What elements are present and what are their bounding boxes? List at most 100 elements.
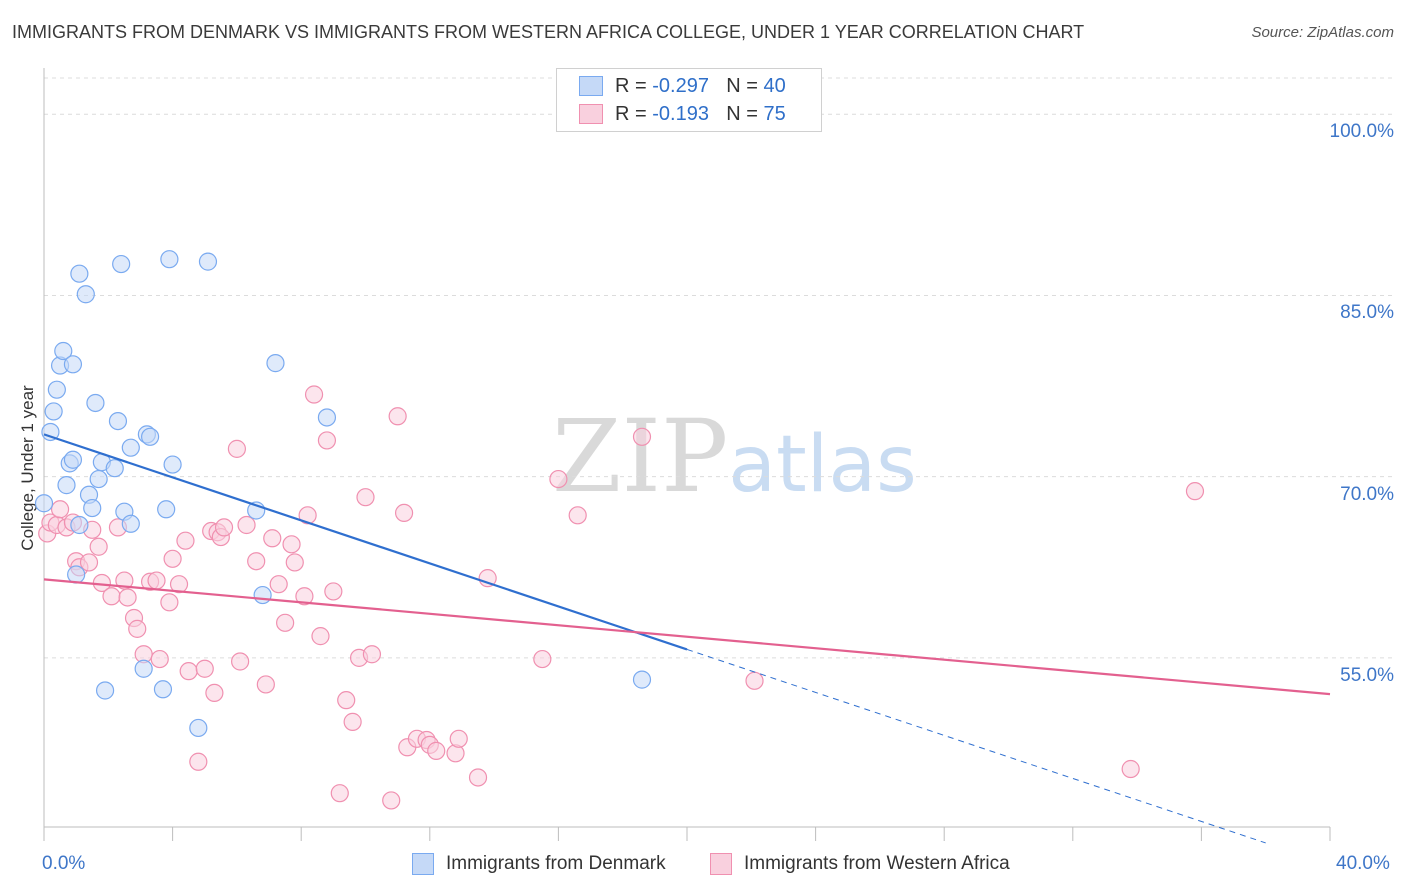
- point-western-africa: [394, 503, 414, 523]
- point-western-africa: [147, 571, 166, 590]
- point-western-africa: [237, 515, 256, 535]
- legend-swatch-denmark: [579, 76, 603, 96]
- point-denmark: [134, 659, 153, 678]
- point-western-africa: [189, 752, 208, 771]
- point-denmark: [266, 354, 285, 373]
- y-tick-label: 100.0%: [1329, 121, 1394, 143]
- point-denmark: [44, 402, 63, 421]
- point-western-africa: [533, 649, 552, 669]
- point-western-africa: [176, 531, 195, 550]
- point-western-africa: [356, 488, 375, 507]
- y-tick-label: 70.0%: [1340, 483, 1394, 505]
- point-western-africa: [382, 791, 401, 810]
- point-denmark: [317, 408, 337, 427]
- point-western-africa: [632, 427, 652, 446]
- point-western-africa: [745, 671, 764, 690]
- watermark-atlas: atlas: [728, 420, 917, 510]
- y-tick-label: 85.0%: [1340, 302, 1394, 324]
- point-western-africa: [231, 652, 250, 671]
- watermark: ZIPatlas: [552, 398, 917, 515]
- point-western-africa: [163, 549, 182, 568]
- point-western-africa: [195, 659, 214, 678]
- legend-r-label: R =: [615, 74, 647, 97]
- legend-row-western-africa: R = -0.193 N = 75: [579, 101, 786, 127]
- source-label: Source: ZipAtlas.com: [1251, 24, 1394, 41]
- chart-title: IMMIGRANTS FROM DENMARK VS IMMIGRANTS FR…: [12, 22, 1085, 42]
- point-denmark: [198, 252, 218, 271]
- series-western-africa: [38, 385, 1205, 810]
- gridlines: [44, 77, 1394, 659]
- point-denmark: [140, 427, 160, 446]
- point-denmark: [157, 500, 176, 519]
- point-denmark: [63, 355, 83, 374]
- point-western-africa: [102, 587, 121, 606]
- y-tick-label: 55.0%: [1340, 664, 1394, 686]
- point-denmark: [70, 515, 89, 535]
- point-western-africa: [343, 712, 362, 731]
- legend-n-value: 40: [763, 74, 786, 97]
- legend-label-western-africa: Immigrants from Western Africa: [744, 853, 1010, 874]
- point-western-africa: [295, 587, 314, 606]
- legend-n-value: 75: [763, 102, 786, 125]
- point-denmark: [47, 380, 66, 399]
- point-western-africa: [263, 529, 282, 548]
- point-denmark: [95, 681, 115, 700]
- x-tick-min: 0.0%: [42, 853, 86, 874]
- point-western-africa: [304, 385, 324, 404]
- point-western-africa: [549, 469, 568, 489]
- point-western-africa: [179, 662, 198, 681]
- axes: [43, 68, 1331, 841]
- point-denmark: [163, 455, 182, 474]
- point-western-africa: [285, 553, 304, 572]
- point-western-africa: [1185, 482, 1205, 501]
- point-western-africa: [169, 575, 189, 594]
- point-denmark: [105, 459, 124, 478]
- trend-lines: [43, 433, 1331, 844]
- point-denmark: [121, 514, 140, 533]
- point-western-africa: [324, 582, 343, 601]
- trend-line-denmark-extension: [686, 648, 1266, 844]
- legend-r-value: -0.193: [652, 102, 709, 125]
- legend-swatch-western-africa: [710, 853, 732, 875]
- legend-r-value: -0.297: [652, 74, 709, 97]
- point-denmark: [57, 476, 76, 495]
- point-denmark: [54, 341, 73, 361]
- point-western-africa: [282, 535, 301, 554]
- watermark-zip: ZIP: [552, 398, 729, 515]
- point-western-africa: [427, 741, 446, 760]
- legend-label-denmark: Immigrants from Denmark: [446, 853, 666, 874]
- legend-n-label: N =: [726, 102, 758, 125]
- point-western-africa: [256, 675, 275, 694]
- point-western-africa: [214, 518, 234, 537]
- point-denmark: [86, 393, 105, 413]
- point-denmark: [70, 264, 89, 283]
- point-western-africa: [388, 407, 407, 426]
- point-western-africa: [330, 784, 349, 803]
- correlation-legend: R = -0.297 N = 40 R = -0.193 N = 75: [556, 68, 822, 132]
- point-western-africa: [337, 691, 356, 710]
- point-western-africa: [311, 627, 330, 646]
- x-tick-max: 40.0%: [1336, 853, 1390, 874]
- point-denmark: [121, 438, 140, 457]
- point-denmark: [108, 411, 128, 431]
- legend-n-label: N =: [726, 74, 758, 97]
- point-denmark: [632, 670, 652, 689]
- point-western-africa: [276, 613, 295, 632]
- point-western-africa: [298, 506, 317, 525]
- point-western-africa: [317, 431, 337, 450]
- point-denmark: [153, 680, 173, 699]
- legend-swatch-denmark: [412, 853, 434, 875]
- point-western-africa: [205, 683, 224, 703]
- point-denmark: [160, 250, 179, 269]
- legend-row-denmark: R = -0.297 N = 40: [579, 73, 786, 99]
- point-western-africa: [269, 575, 288, 594]
- legend-swatch-western-africa: [579, 104, 603, 124]
- point-western-africa: [160, 593, 179, 612]
- bottom-legend-denmark: Immigrants from Denmark: [412, 852, 666, 876]
- point-western-africa: [118, 588, 137, 607]
- point-western-africa: [227, 439, 246, 458]
- point-western-africa: [150, 649, 169, 669]
- point-western-africa: [79, 553, 99, 572]
- point-denmark: [34, 494, 54, 513]
